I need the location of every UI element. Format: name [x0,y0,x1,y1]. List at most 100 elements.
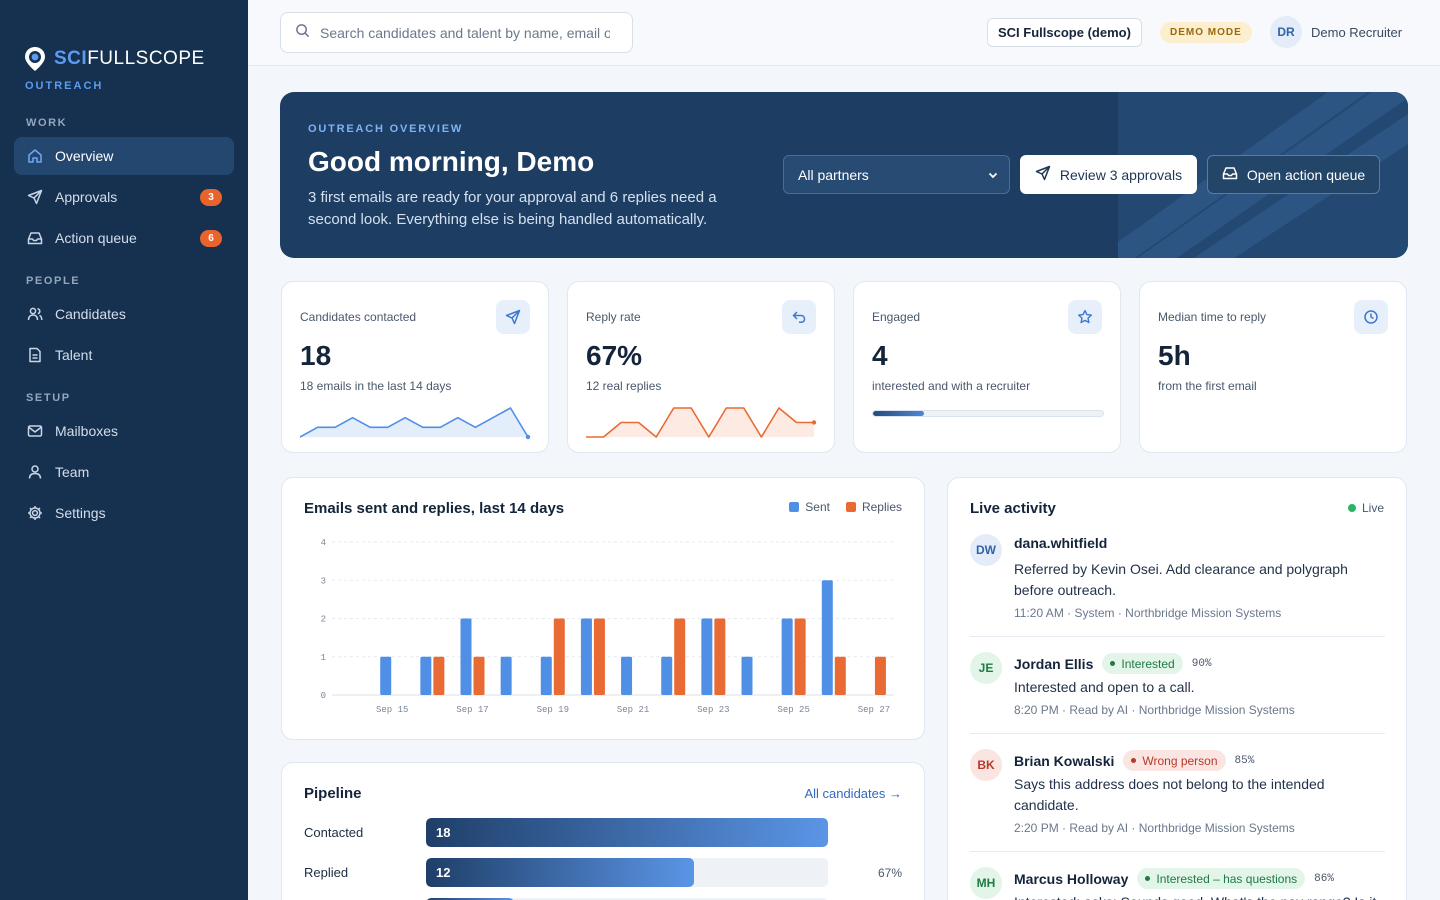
stat-sub: 12 real replies [586,379,662,393]
chart-legend: Sent Replies [773,500,902,514]
activity-item[interactable]: MH Marcus Holloway Interested – has ques… [970,867,1385,900]
y-tick-label: 3 [321,576,326,586]
bar-sent-sep-26 [821,580,833,695]
sidebar-item-label: Team [55,464,90,480]
review-approvals-label: Review 3 approvals [1059,166,1183,183]
activity-item[interactable]: JE Jordan Ellis Interested 90% Intereste… [970,652,1385,718]
sidebar-item-approvals[interactable]: Approvals 3 [14,178,234,216]
approvals-count-badge: 3 [200,189,222,206]
chevron-down-icon [987,168,999,184]
pipeline-bar-next [426,898,515,900]
bar-sent-sep-24 [741,656,753,695]
activity-name[interactable]: Brian Kowalski [1014,752,1115,769]
stat-label: Engaged [872,310,921,324]
sparkline-line [586,407,814,438]
activity-header: Jordan Ellis Interested 90% [1014,653,1212,674]
sparkline-endpoint [811,420,817,425]
pipeline-stage-label: Replied [304,865,349,880]
bar-sent-sep-19 [540,656,552,695]
status-badge: Interested [1102,653,1183,674]
pipeline-stage-label: Contacted [304,825,364,840]
avatar: MH [970,867,1002,899]
sidebar-item-mailboxes[interactable]: Mailboxes [14,412,234,450]
engaged-progress-bar [872,410,1104,417]
bar-sent-sep-17 [460,618,472,695]
stat-card-reply-rate: Reply rate 67% 12 real replies [567,281,835,453]
stat-value: 67% [586,340,643,371]
bar-sent-sep-20 [580,618,592,695]
stat-sub: interested and with a recruiter [872,379,1031,393]
activity-title: Live activity [970,500,1056,517]
legend-swatch [845,502,856,512]
sidebar-item-action-queue[interactable]: Action queue 6 [14,219,234,257]
partner-select[interactable]: All partners [783,155,1010,194]
activity-header: Marcus Holloway Interested – has questio… [1014,868,1334,889]
action-queue-count-badge: 6 [200,230,222,247]
pipeline-title: Pipeline [304,785,362,802]
y-tick-label: 1 [321,653,326,663]
sidebar-item-settings[interactable]: Settings [14,494,234,532]
status-label: Wrong person [1142,753,1218,768]
sidebar-item-label: Mailboxes [55,423,119,439]
sidebar-item-label: Action queue [55,230,137,246]
bar-replies-sep-16 [433,656,445,695]
x-tick-label: Sep 19 [537,705,569,715]
activity-header: dana.whitfield [1014,535,1107,551]
stat-card-median-reply: Median time to reply 5h from the first e… [1139,281,1407,453]
status-label: Interested – has questions [1156,871,1298,886]
top-bar: SCI Fullscope (demo) DEMO MODE DR Demo R… [248,0,1440,66]
live-label: Live [1361,501,1384,515]
review-approvals-button[interactable]: Review 3 approvals [1020,155,1197,194]
activity-item[interactable]: DW dana.whitfield Referred by Kevin Osei… [970,534,1385,624]
divider [970,733,1385,734]
y-tick-label: 2 [321,615,326,625]
divider [970,636,1385,637]
hero-subtitle: 3 first emails are ready for your approv… [308,189,717,228]
brand-logo[interactable]: SCIFULLSCOPE [24,46,205,72]
confidence-score: 85% [1234,754,1255,767]
sidebar-item-candidates[interactable]: Candidates [14,295,234,333]
search-box[interactable] [280,12,633,53]
activity-text: Says this address does not belong to the… [1014,776,1325,813]
activity-item[interactable]: BK Brian Kowalski Wrong person 85% Says … [970,749,1385,839]
document-icon [26,346,44,364]
activity-text: Referred by Kevin Osei. Add clearance an… [1014,561,1348,598]
stat-sub: from the first email [1158,379,1257,393]
activity-name[interactable]: dana.whitfield [1014,535,1108,551]
all-candidates-link[interactable]: All candidates → [804,786,902,801]
stat-sub: 18 emails in the last 14 days [300,379,452,393]
user-avatar[interactable]: DR [1270,16,1302,48]
y-tick-label: 0 [321,691,326,701]
activity-text: Interested; asks: Sounds good. What's th… [1014,892,1386,900]
nav-section-work: WORK [26,117,68,129]
page-title: Good morning, Demo [308,146,595,177]
activity-text: Interested and open to a call. [1014,679,1195,695]
stat-value: 5h [1158,340,1191,371]
search-input[interactable] [320,24,610,41]
x-tick-label: Sep 15 [376,705,408,715]
pipeline-track-replied: 12 [426,858,828,887]
org-switcher[interactable]: SCI Fullscope (demo) [987,18,1142,47]
brand-name: SCIFULLSCOPE [54,48,205,69]
user-name[interactable]: Demo Recruiter [1311,25,1403,40]
send-icon [26,188,44,206]
pipeline-bar-contacted: 18 [426,818,828,847]
nav-section-setup: SETUP [26,392,71,404]
sidebar-item-talent[interactable]: Talent [14,336,234,374]
bar-replies-sep-22 [674,618,686,695]
open-action-queue-button[interactable]: Open action queue [1207,155,1380,194]
engaged-progress-fill [873,411,924,416]
mail-icon [26,422,44,440]
legend-swatch [789,502,800,512]
partner-select-value: All partners [798,166,869,183]
activity-name[interactable]: Jordan Ellis [1014,655,1094,672]
reply-icon [782,300,816,334]
avatar: DW [970,534,1002,566]
sidebar-item-team[interactable]: Team [14,453,234,491]
activity-name[interactable]: Marcus Holloway [1014,870,1129,887]
sidebar-item-overview[interactable]: Overview [14,137,234,175]
contacted-sparkline [300,407,531,440]
status-dot-icon [1145,876,1151,881]
stat-label: Median time to reply [1158,310,1267,324]
status-dot-icon [1110,661,1116,666]
